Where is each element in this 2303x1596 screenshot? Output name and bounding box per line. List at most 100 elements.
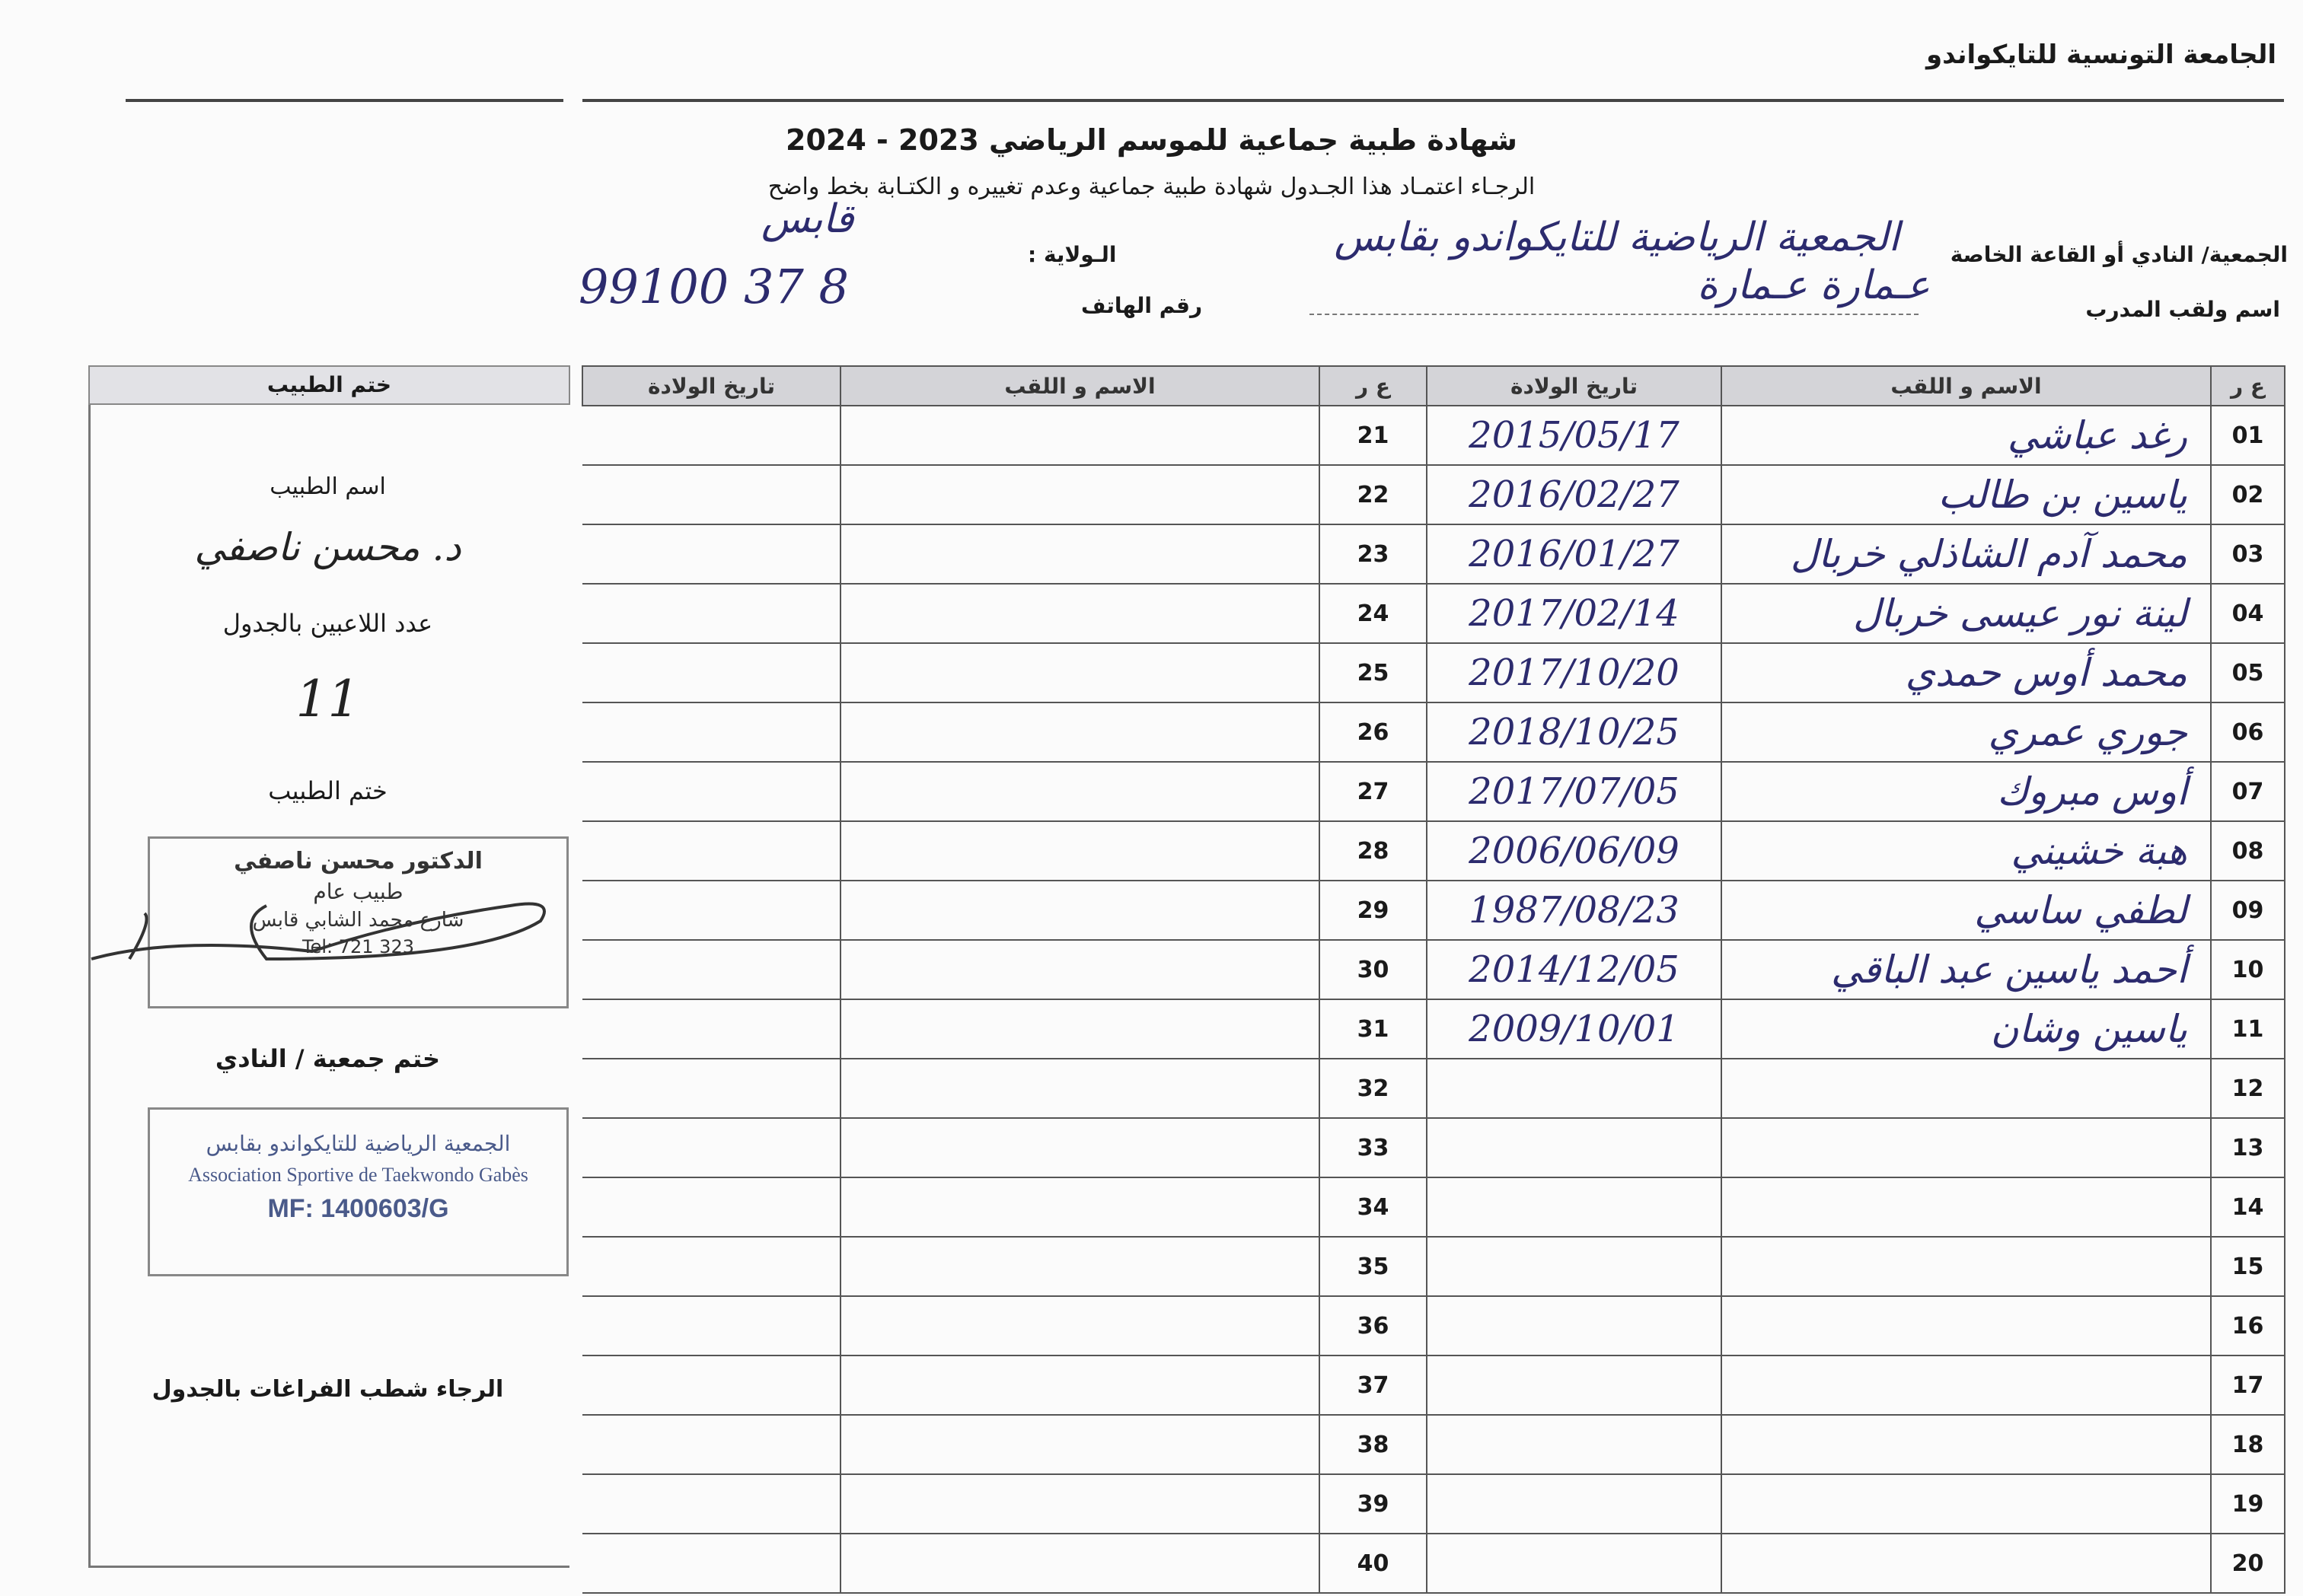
header-rule-left xyxy=(126,99,563,102)
row-number-2: 29 xyxy=(1319,880,1427,941)
player-name-2 xyxy=(840,820,1320,881)
player-birth-date-2 xyxy=(582,642,840,703)
row-number-2: 23 xyxy=(1319,524,1427,585)
player-birth-date xyxy=(1426,1295,1722,1356)
header-birth-2: تاريخ الولادة xyxy=(582,365,841,406)
player-birth-date xyxy=(1426,1058,1722,1119)
row-number: 06 xyxy=(2210,702,2285,763)
state-value: قابس xyxy=(761,196,854,242)
row-number-2: 32 xyxy=(1319,1058,1427,1119)
table-row: 05 محمد أوس حمدي 2017/10/20 25 xyxy=(582,642,2285,703)
player-name: محمد آدم الشاذلي خربال xyxy=(1721,524,2212,585)
table-row: 19 39 xyxy=(582,1473,2285,1534)
player-name: أوس مبروك xyxy=(1721,761,2212,822)
player-name-2 xyxy=(840,761,1320,822)
player-birth-date xyxy=(1426,1177,1722,1238)
row-number: 12 xyxy=(2210,1058,2285,1119)
player-birth-date-2 xyxy=(582,702,840,763)
player-name-2 xyxy=(840,939,1320,1000)
player-name: رغد عباشي xyxy=(1721,405,2212,466)
row-number: 03 xyxy=(2210,524,2285,585)
player-name: ياسين وشان xyxy=(1721,999,2212,1059)
row-number: 05 xyxy=(2210,642,2285,703)
header-num-2: ع ر xyxy=(1319,365,1427,406)
player-count-value: 11 xyxy=(295,670,360,728)
row-number: 11 xyxy=(2210,999,2285,1059)
player-birth-date: 2015/05/17 xyxy=(1426,405,1722,466)
row-number: 10 xyxy=(2210,939,2285,1000)
player-name-2 xyxy=(840,1117,1320,1178)
coach-value: عـمارة عـمارة xyxy=(1697,263,1930,308)
table-row: 02 ياسين بن طالب 2016/02/27 22 xyxy=(582,464,2285,525)
player-birth-date-2 xyxy=(582,939,840,1000)
player-birth-date xyxy=(1426,1414,1722,1475)
row-number-2: 40 xyxy=(1319,1533,1427,1594)
table-row: 12 32 xyxy=(582,1058,2285,1119)
row-number: 16 xyxy=(2210,1295,2285,1356)
player-name xyxy=(1721,1295,2212,1356)
player-birth-date xyxy=(1426,1533,1722,1594)
player-name-2 xyxy=(840,405,1320,466)
players-table: ع ر الاسم و اللقب تاريخ الولادة ع ر الاس… xyxy=(582,365,2285,1594)
row-number-2: 21 xyxy=(1319,405,1427,466)
table-row: 17 37 xyxy=(582,1355,2285,1416)
row-number: 04 xyxy=(2210,583,2285,644)
row-number: 01 xyxy=(2210,405,2285,466)
table-row: 18 38 xyxy=(582,1414,2285,1475)
table-row: 14 34 xyxy=(582,1177,2285,1238)
player-birth-date-2 xyxy=(582,1177,840,1238)
table-row: 09 لطفي ساسي 1987/08/23 29 xyxy=(582,880,2285,941)
certificate-instruction: الرجـاء اعتمـاد هذا الجـدول شهادة طبية ج… xyxy=(767,174,1536,200)
player-name: ياسين بن طالب xyxy=(1721,464,2212,525)
player-name xyxy=(1721,1117,2212,1178)
player-birth-date-2 xyxy=(582,1414,840,1475)
doctor-stamp-line1: الدكتور محسن ناصفي xyxy=(234,848,483,874)
header-num: ع ر xyxy=(2210,365,2285,406)
club-value: الجمعية الرياضية للتايكواندو بقابس xyxy=(1334,215,1899,260)
row-number-2: 39 xyxy=(1319,1473,1427,1534)
row-number-2: 33 xyxy=(1319,1117,1427,1178)
row-number-2: 30 xyxy=(1319,939,1427,1000)
doctor-signature xyxy=(91,902,546,961)
table-row: 10 أحمد ياسين عبد الباقي 2014/12/05 30 xyxy=(582,939,2285,1000)
player-birth-date-2 xyxy=(582,880,840,941)
player-name xyxy=(1721,1355,2212,1416)
row-number: 13 xyxy=(2210,1117,2285,1178)
player-birth-date: 2017/10/20 xyxy=(1426,642,1722,703)
table-row: 08 هبة خشيني 2006/06/09 28 xyxy=(582,820,2285,881)
row-number-2: 27 xyxy=(1319,761,1427,822)
doctor-stamp-line2: طبيب عام xyxy=(313,879,404,904)
player-name-2 xyxy=(840,1355,1320,1416)
player-name-2 xyxy=(840,642,1320,703)
player-name-2 xyxy=(840,999,1320,1059)
table-row: 13 33 xyxy=(582,1117,2285,1178)
row-number: 02 xyxy=(2210,464,2285,525)
player-name xyxy=(1721,1058,2212,1119)
player-birth-date: 2017/07/05 xyxy=(1426,761,1722,822)
player-name-2 xyxy=(840,583,1320,644)
table-row: 11 ياسين وشان 2009/10/01 31 xyxy=(582,999,2285,1059)
player-name xyxy=(1721,1533,2212,1594)
player-birth-date-2 xyxy=(582,1236,840,1297)
player-name-2 xyxy=(840,464,1320,525)
table-row: 03 محمد آدم الشاذلي خربال 2016/01/27 23 xyxy=(582,524,2285,585)
player-name-2 xyxy=(840,1236,1320,1297)
player-birth-date xyxy=(1426,1355,1722,1416)
doctor-stamp-label: ختم الطبيب xyxy=(268,776,388,805)
player-name-2 xyxy=(840,1058,1320,1119)
player-name: جوري عمري xyxy=(1721,702,2212,763)
player-birth-date: 2009/10/01 xyxy=(1426,999,1722,1059)
player-name: لينة نور عيسى خربال xyxy=(1721,583,2212,644)
row-number-2: 25 xyxy=(1319,642,1427,703)
player-birth-date: 2017/02/14 xyxy=(1426,583,1722,644)
player-name-2 xyxy=(840,524,1320,585)
row-number: 20 xyxy=(2210,1533,2285,1594)
player-birth-date: 2014/12/05 xyxy=(1426,939,1722,1000)
row-number: 19 xyxy=(2210,1473,2285,1534)
row-number: 17 xyxy=(2210,1355,2285,1416)
row-number-2: 28 xyxy=(1319,820,1427,881)
player-birth-date-2 xyxy=(582,1058,840,1119)
player-birth-date-2 xyxy=(582,1117,840,1178)
row-number-2: 24 xyxy=(1319,583,1427,644)
phone-label: رقم الهاتف xyxy=(1081,293,1203,318)
